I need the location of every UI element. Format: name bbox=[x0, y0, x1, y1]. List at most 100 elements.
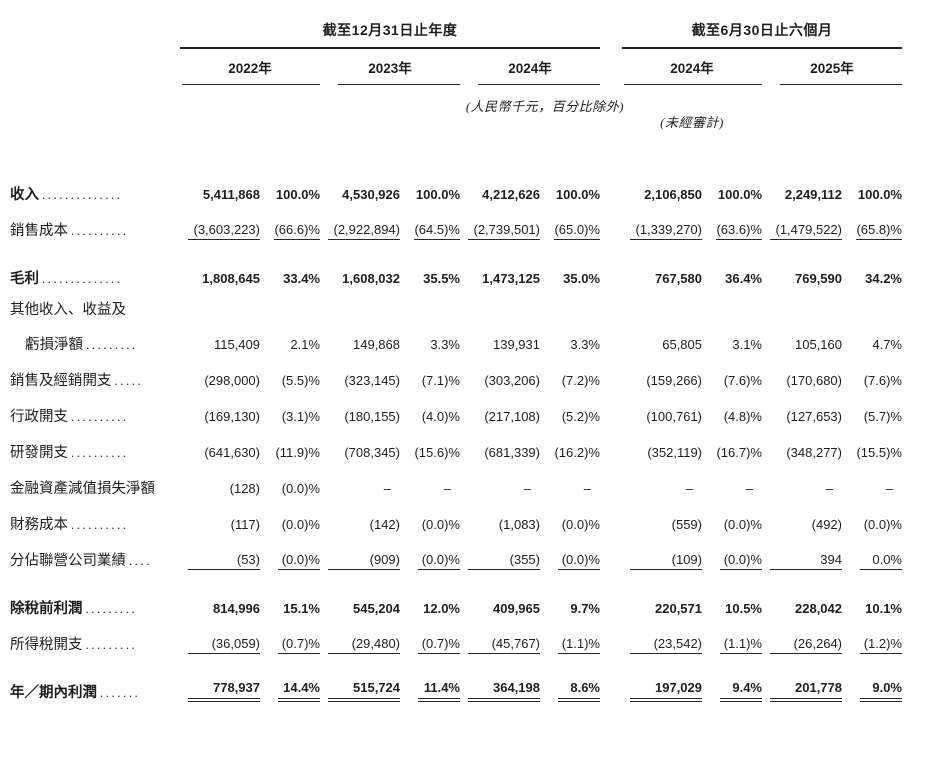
value-cell-fy2024: (355) bbox=[460, 541, 540, 577]
cell-value: 9.7% bbox=[570, 601, 600, 616]
percent-cell-fy2024: (0.0)% bbox=[540, 505, 600, 541]
value-cell-fy2023: (708,345) bbox=[320, 433, 400, 469]
value-cell-fy2024: 139,931 bbox=[460, 295, 540, 361]
percent-cell-fy2023: (0.0)% bbox=[400, 541, 460, 577]
annual-group-rule bbox=[180, 47, 600, 49]
cell-value: 3.3% bbox=[570, 337, 600, 352]
percent-cell-fy2024: (0.0)% bbox=[540, 541, 600, 577]
group-gap-cell bbox=[600, 175, 622, 211]
cell-value: (303,206) bbox=[484, 373, 540, 388]
percent-cell-fy2023: (15.6)% bbox=[400, 433, 460, 469]
value-cell-fy2024: (2,739,501) bbox=[460, 211, 540, 247]
value-cell-fy2023: 515,724 bbox=[320, 661, 400, 709]
year-column-2022: 2022年 bbox=[180, 49, 320, 85]
cell-value: – bbox=[523, 481, 531, 496]
cell-value: 1,608,032 bbox=[342, 271, 400, 286]
cell-value: – bbox=[745, 481, 753, 496]
percent-cell-fy2022: 15.1% bbox=[260, 577, 320, 625]
cell-value: (66.6)% bbox=[274, 222, 320, 240]
row-label-cell: 研發開支.......... bbox=[10, 433, 180, 469]
row-label-line2: 金融資產減值損失淨額 bbox=[10, 477, 180, 498]
cell-value: 8.6% bbox=[558, 680, 600, 702]
percent-cell-fy2022: (0.0)% bbox=[260, 541, 320, 577]
cell-value: – bbox=[443, 481, 451, 496]
cell-value: 10.5% bbox=[725, 601, 762, 616]
percent-cell-fy2024: (5.2)% bbox=[540, 397, 600, 433]
cell-value: (0.0)% bbox=[720, 552, 762, 570]
cell-value: (681,339) bbox=[484, 445, 540, 460]
row-label: 銷售及經銷開支 bbox=[10, 373, 112, 389]
row-label-cell: 年／期內利潤....... bbox=[10, 661, 180, 709]
cell-value: (0.7)% bbox=[278, 636, 320, 654]
cell-value: (909) bbox=[328, 552, 400, 570]
cell-value: (641,630) bbox=[204, 445, 260, 460]
cell-value: (7.2)% bbox=[561, 373, 600, 388]
cell-value: 35.5% bbox=[423, 271, 460, 286]
percent-cell-fy2024: (1.1)% bbox=[540, 625, 600, 661]
value-cell-hy2025: 394 bbox=[762, 541, 842, 577]
row-label-line2: 虧損淨額......... bbox=[10, 333, 180, 354]
percent-cell-hy2025: (1.2)% bbox=[842, 625, 902, 661]
percent-cell-fy2023: (0.0)% bbox=[400, 505, 460, 541]
table-row: 財務成本.......... (117) (0.0)% (142) (0.0)%… bbox=[10, 505, 902, 541]
table-row: 研發開支.......... (641,630) (11.9)% (708,34… bbox=[10, 433, 902, 469]
cell-value: (5.7)% bbox=[863, 409, 902, 424]
percent-cell-fy2024: 8.6% bbox=[540, 661, 600, 709]
value-cell-fy2022: (298,000) bbox=[180, 361, 260, 397]
leader-dots: .......... bbox=[71, 223, 129, 238]
percent-cell-fy2023: (4.0)% bbox=[400, 397, 460, 433]
value-cell-hy2024: 767,580 bbox=[622, 247, 702, 295]
percent-cell-fy2024: (7.2)% bbox=[540, 361, 600, 397]
cell-value: 149,868 bbox=[353, 337, 400, 352]
value-cell-hy2024: (352,119) bbox=[622, 433, 702, 469]
cell-value: 1,473,125 bbox=[482, 271, 540, 286]
percent-cell-hy2025: 34.2% bbox=[842, 247, 902, 295]
row-label-cell: 財務成本.......... bbox=[10, 505, 180, 541]
year-column-2025-interim: 2025年 bbox=[762, 49, 902, 85]
cell-value: 15.1% bbox=[283, 601, 320, 616]
cell-value: 197,029 bbox=[630, 680, 702, 702]
cell-value: (1,083) bbox=[498, 517, 540, 532]
percent-cell-fy2024: – bbox=[540, 469, 600, 505]
cell-value: 100.0% bbox=[857, 187, 902, 202]
cell-value: (45,767) bbox=[468, 636, 540, 654]
year-header: 2024年 bbox=[508, 61, 552, 76]
year-header: 2024年 bbox=[670, 61, 714, 76]
value-cell-fy2023: 4,530,926 bbox=[320, 175, 400, 211]
percent-cell-hy2024: 10.5% bbox=[702, 577, 762, 625]
row-label-cell: 銷售成本.......... bbox=[10, 211, 180, 247]
value-cell-fy2022: 5,411,868 bbox=[180, 175, 260, 211]
cell-value: (5.5)% bbox=[281, 373, 320, 388]
leader-dots: .......... bbox=[71, 517, 129, 532]
cell-value: 394 bbox=[770, 552, 842, 570]
cell-value: 5,411,868 bbox=[202, 187, 260, 202]
cell-value: 12.0% bbox=[423, 601, 460, 616]
cell-value: (16.2)% bbox=[554, 445, 600, 460]
percent-cell-fy2024: 9.7% bbox=[540, 577, 600, 625]
percent-cell-hy2024: 9.4% bbox=[702, 661, 762, 709]
cell-value: 767,580 bbox=[655, 271, 702, 286]
cell-value: (323,145) bbox=[344, 373, 400, 388]
cell-value: (1,479,522) bbox=[770, 222, 842, 240]
percent-cell-fy2022: (11.9)% bbox=[260, 433, 320, 469]
value-cell-hy2025: 105,160 bbox=[762, 295, 842, 361]
group-gap-cell bbox=[600, 361, 622, 397]
cell-value: (109) bbox=[630, 552, 702, 570]
percent-cell-hy2024: (0.0)% bbox=[702, 541, 762, 577]
year-column-2024: 2024年 bbox=[460, 49, 600, 85]
cell-value: (355) bbox=[468, 552, 540, 570]
cell-value: (0.0)% bbox=[561, 517, 600, 532]
value-cell-hy2025: – bbox=[762, 469, 842, 505]
value-cell-hy2024: (23,542) bbox=[622, 625, 702, 661]
percent-cell-hy2025: 10.1% bbox=[842, 577, 902, 625]
percent-cell-hy2025: 4.7% bbox=[842, 295, 902, 361]
leader-dots: ..... bbox=[114, 373, 144, 388]
value-cell-fy2022: (3,603,223) bbox=[180, 211, 260, 247]
cell-value: (3,603,223) bbox=[188, 222, 260, 240]
cell-value: 65,805 bbox=[662, 337, 702, 352]
table-row: 收入.............. 5,411,868 100.0% 4,530,… bbox=[10, 175, 902, 211]
value-cell-fy2024: (1,083) bbox=[460, 505, 540, 541]
annual-period-title: 截至12月31日止年度 bbox=[322, 22, 458, 38]
year-header: 2025年 bbox=[810, 61, 854, 76]
